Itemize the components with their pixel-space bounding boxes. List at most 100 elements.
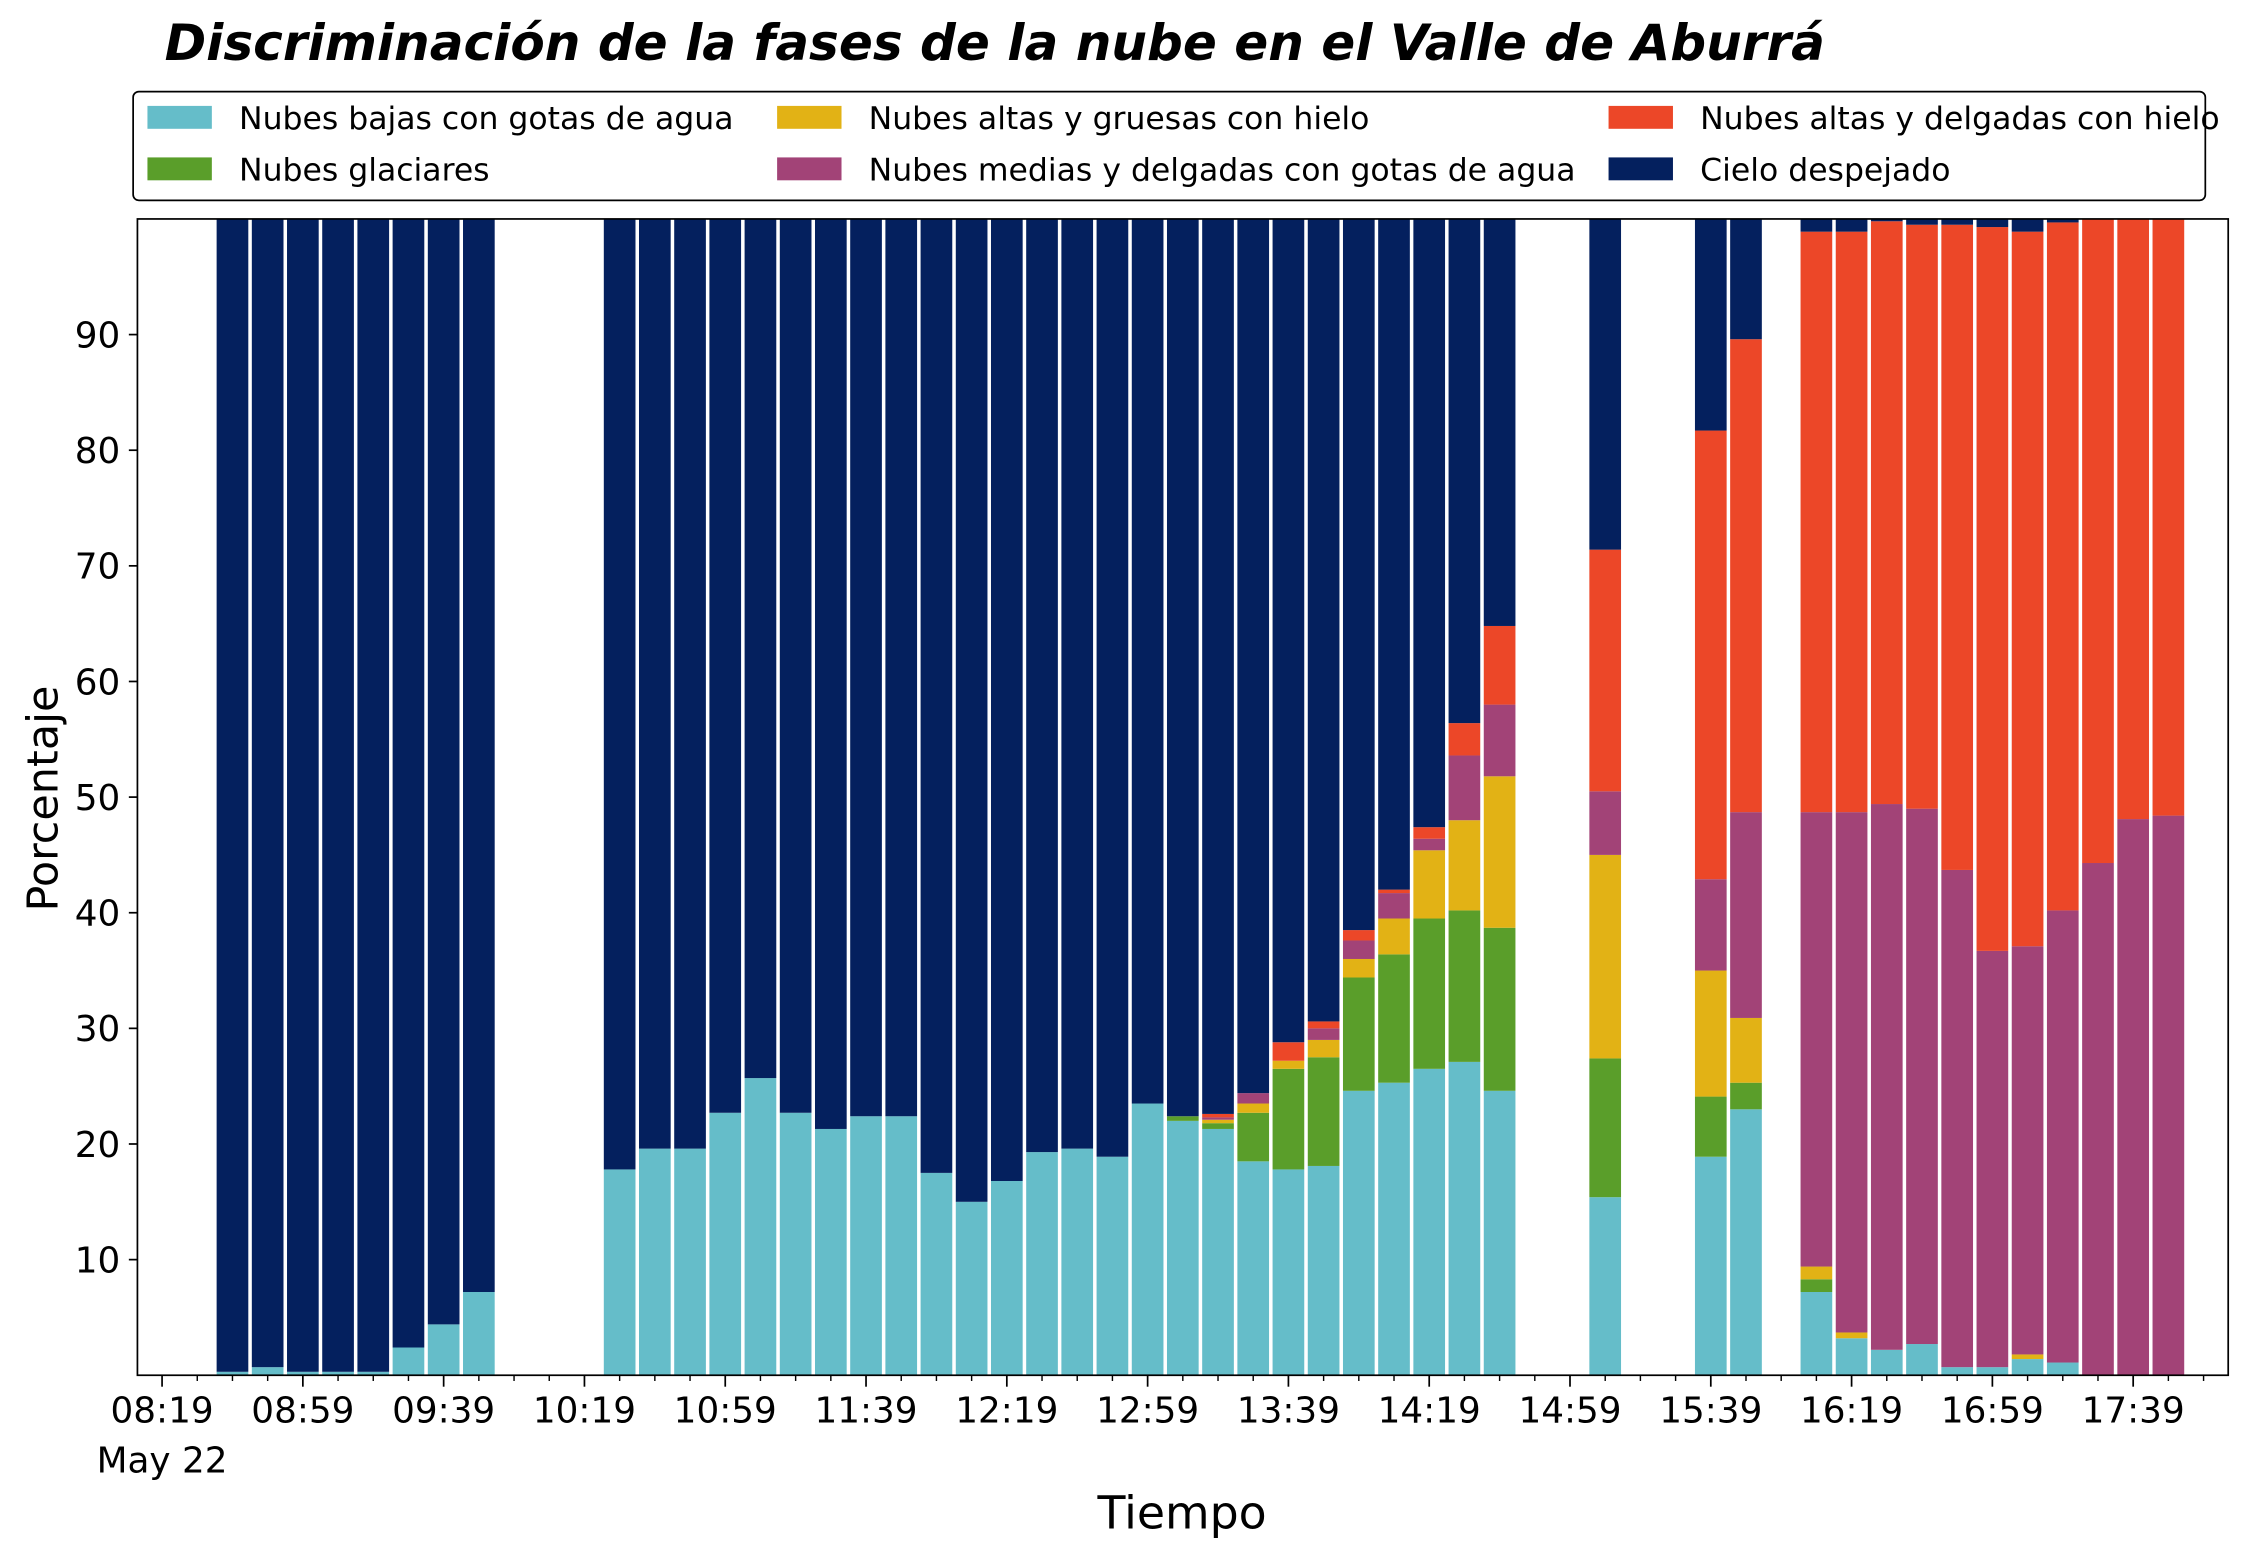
bar-segment [1694,1096,1727,1157]
x-tick-label: 13:39 [1237,1390,1340,1431]
bar-segment [463,218,495,1292]
bar-segment [1448,1061,1481,1376]
bar-segment [1061,1148,1094,1376]
bar-segment [1448,755,1481,821]
bar-segment [1272,1060,1305,1069]
bar-segment [1131,1103,1164,1376]
bar-segment [1272,1068,1305,1170]
bar-segment [1800,812,1833,1267]
bar-segment [1307,218,1340,1022]
bar-segment [2011,231,2044,947]
y-tick-label: 50 [75,778,121,819]
bar-segment [1483,218,1516,626]
bar-segment [779,218,812,1113]
x-tick-label: 09:39 [392,1390,495,1431]
bar-segment [779,1112,812,1376]
bar-segment [1166,218,1199,1117]
bar-segment [814,218,847,1129]
bar-segment [1448,218,1481,724]
bar-segment [392,218,425,1348]
bar-segment [1378,918,1410,955]
bar-segment [1976,218,2009,228]
bar-segment [1835,1338,1868,1376]
bar-segment [1202,1123,1234,1129]
bar-segment [1237,218,1270,1094]
x-tick-label: 16:59 [1941,1390,2044,1431]
bar-segment [427,218,460,1325]
bar-segment [1941,218,1974,225]
bar-segment [216,1371,249,1376]
y-tick-label: 20 [75,1125,121,1166]
bar-segment [1202,218,1234,1114]
bar-segment [1342,940,1375,959]
bar-segment [2117,218,2150,820]
bar-segment [1941,869,1974,1368]
bar-segment [1307,1165,1340,1376]
x-tick-label: 16:19 [1800,1390,1903,1431]
bar-segment [1589,549,1622,792]
bar-segment [1413,827,1446,839]
bar-segment [1730,1082,1762,1110]
x-tick-label: 11:39 [814,1390,917,1431]
x-tick-label: 10:19 [533,1390,636,1431]
bar-segment [287,1371,319,1376]
bar-segment [709,218,742,1113]
bar-segment [1342,958,1375,978]
bar-segment [1976,950,2009,1368]
bar-segment [1483,704,1516,777]
y-tick-label: 10 [75,1241,121,1282]
bar-segment [1378,889,1410,894]
bar-segment [2082,863,2114,1376]
bar-segment [1342,977,1375,1091]
bar-segment [1906,808,1938,1345]
y-tick-label: 30 [75,1009,121,1050]
legend-label: Nubes glaciares [239,152,490,188]
x-tick-label: 14:59 [1518,1390,1621,1431]
bar-segment [1941,1367,1974,1376]
bar-segment [1378,954,1410,1083]
bar-segment [603,1169,636,1376]
bar-segment [920,218,953,1173]
bar-segment [1202,1128,1234,1376]
x-tick-label: 12:19 [955,1390,1058,1431]
bar-segment [1906,224,1938,809]
bar-segment [1694,1156,1727,1376]
bar-segment [674,1148,706,1376]
bar-segment [1800,1291,1833,1376]
bar-segment [1307,1057,1340,1166]
bar-segment [1413,850,1446,919]
bar-segment [1096,218,1129,1157]
bar-segment [322,218,354,1372]
bar-segment [1870,218,1903,222]
bar-segment [1835,1332,1868,1339]
bar-segment [392,1347,425,1376]
legend-swatch [1608,157,1673,181]
chart-title: Discriminación de la fases de la nube en… [165,14,1825,72]
x-tick-label: 08:59 [251,1390,354,1431]
y-tick-label: 70 [75,547,121,588]
bar-segment [251,218,284,1368]
bar-segment [2046,1362,2079,1376]
bar-segment [251,1367,284,1376]
bar-segment [357,218,390,1372]
bar-segment [1835,218,1868,232]
bar-segment [1307,1039,1340,1058]
bar-segment [2046,910,2079,1363]
bar-segment [1061,218,1094,1149]
bar-segment [1413,218,1446,828]
bar-segment [1342,930,1375,941]
bar-segment [1272,218,1305,1043]
x-tick-label: 10:59 [674,1390,777,1431]
bar-segment [1589,854,1622,1059]
bar-segment [1694,970,1727,1097]
bar-segment [1202,1119,1234,1124]
bar-segment [2011,1354,2044,1360]
bar-segment [2046,218,2079,223]
bar-segment [814,1128,847,1376]
bar-segment [639,218,671,1149]
bar-segment [1307,1021,1340,1029]
bar-segment [2117,819,2150,1376]
bar-segment [1800,218,1833,232]
bar-segment [1378,893,1410,919]
